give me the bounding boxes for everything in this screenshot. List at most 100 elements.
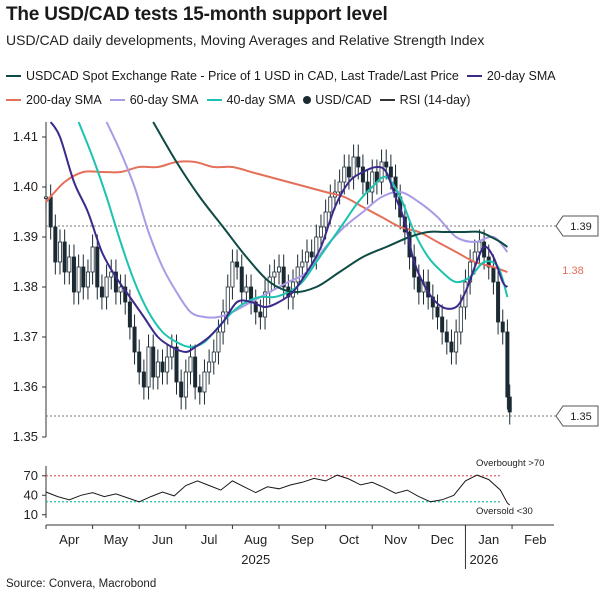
candle-body (179, 381, 184, 398)
candle-body (141, 371, 146, 388)
callout-box (555, 215, 599, 237)
rsi-y-tick-label: 10 (24, 507, 38, 522)
chart-title: The USD/CAD tests 15-month support level (6, 4, 388, 25)
candle-body (183, 371, 188, 398)
month-label: Jan (478, 532, 499, 547)
candle-body (90, 246, 95, 273)
candle-body (281, 266, 286, 288)
series-line (45, 160, 508, 273)
callout-box (555, 405, 599, 427)
price-y-tick-label: 1.37 (13, 329, 38, 344)
candle-body (193, 356, 198, 388)
candle-body (95, 246, 100, 288)
x-axis: Apr May Jun Jul Aug Sep Oct Nov Dec Jan Feb 2025 202… (45, 524, 554, 569)
candle-body (202, 371, 207, 393)
oversold-label: Oversold <30 (476, 506, 533, 517)
candle-body (323, 211, 328, 228)
candle-body (505, 331, 510, 398)
candle-body (491, 266, 496, 283)
month-label: Nov (384, 532, 408, 547)
candle-body (435, 306, 440, 318)
legend-item: USD/CAD (303, 88, 372, 112)
candle-body (346, 166, 351, 178)
candle-body (356, 156, 361, 168)
month-label: Oct (339, 532, 360, 547)
candle-body (379, 161, 384, 183)
candle-body (416, 276, 421, 293)
candle-body (151, 346, 156, 378)
candle-body (272, 271, 277, 278)
candle-body (207, 361, 212, 373)
legend-item: 200-day SMA (6, 88, 102, 112)
price-y-tick-label: 1.38 (13, 279, 38, 294)
price-y-tick-label: 1.35 (13, 429, 38, 444)
candle-body (160, 361, 165, 373)
legend-label: RSI (14-day) (399, 93, 471, 107)
candle-body (165, 356, 170, 373)
candle-body (62, 241, 67, 273)
price-marks: 1.39 1.38 1.35 (44, 121, 599, 427)
candle-body (81, 266, 86, 288)
candle-body (76, 266, 81, 293)
legend-label: USDCAD Spot Exchange Rate - Price of 1 U… (26, 69, 459, 83)
candle-body (216, 331, 221, 353)
source-note: Source: Convera, Macrobond (6, 578, 157, 590)
legend-swatch (6, 74, 21, 77)
candle-body (384, 161, 389, 168)
rsi-line (45, 474, 511, 506)
chart-subtitle: USD/CAD daily developments, Moving Avera… (6, 32, 485, 48)
candle-body (444, 331, 449, 343)
chart-legend: USDCAD Spot Exchange Rate - Price of 1 U… (6, 64, 602, 112)
candle-body (449, 341, 454, 353)
month-label: May (104, 532, 129, 547)
candle-body (235, 261, 240, 268)
candle-body (85, 271, 90, 288)
candle-body (267, 276, 272, 293)
month-label: Jun (152, 532, 173, 547)
legend-swatch (379, 98, 395, 101)
candle-body (48, 196, 53, 228)
candle-body (230, 261, 235, 288)
candle-body (99, 286, 104, 298)
candle-body (277, 266, 282, 273)
series-line (77, 121, 509, 349)
candle-body (496, 281, 501, 323)
candle-body (146, 346, 151, 388)
price-y-tick-label: 1.36 (13, 379, 38, 394)
legend-swatch (109, 98, 125, 101)
legend-item: 40-day SMA (206, 88, 295, 112)
candle-body (123, 286, 128, 303)
rsi-y-tick-label: 70 (24, 468, 38, 483)
candle-body (328, 196, 333, 213)
candle-body (188, 356, 193, 373)
candle-body (253, 301, 258, 313)
candle-body (304, 251, 309, 263)
candle-body (155, 361, 160, 378)
candle-body (360, 166, 365, 183)
candle-body (239, 266, 244, 293)
rsi-y-tick-label: 40 (24, 487, 38, 502)
year-label: 2025 (241, 552, 270, 567)
series-line (49, 121, 509, 354)
price-y-tick-label: 1.39 (13, 229, 38, 244)
series-line (152, 121, 508, 294)
candle-body (137, 351, 142, 373)
candle-body (351, 156, 356, 178)
candle-body (57, 241, 62, 263)
price-grid: 1.41 1.40 1.39 1.38 1.37 1.36 1.35 (13, 122, 556, 444)
candle-body (211, 351, 216, 363)
candle-body (197, 386, 202, 393)
candle-body (244, 286, 249, 293)
legend-item: 20-day SMA (466, 64, 556, 88)
candle-body (500, 321, 505, 333)
candle-body (104, 276, 109, 298)
legend-swatch (206, 98, 222, 101)
candle-body (370, 171, 375, 193)
candle-body (71, 256, 76, 293)
candle-body (67, 256, 72, 273)
candle-body (258, 311, 263, 318)
candle-body (440, 316, 445, 333)
overbought-label: Overbought >70 (476, 458, 544, 469)
callout-label: 1.35 (570, 411, 591, 423)
